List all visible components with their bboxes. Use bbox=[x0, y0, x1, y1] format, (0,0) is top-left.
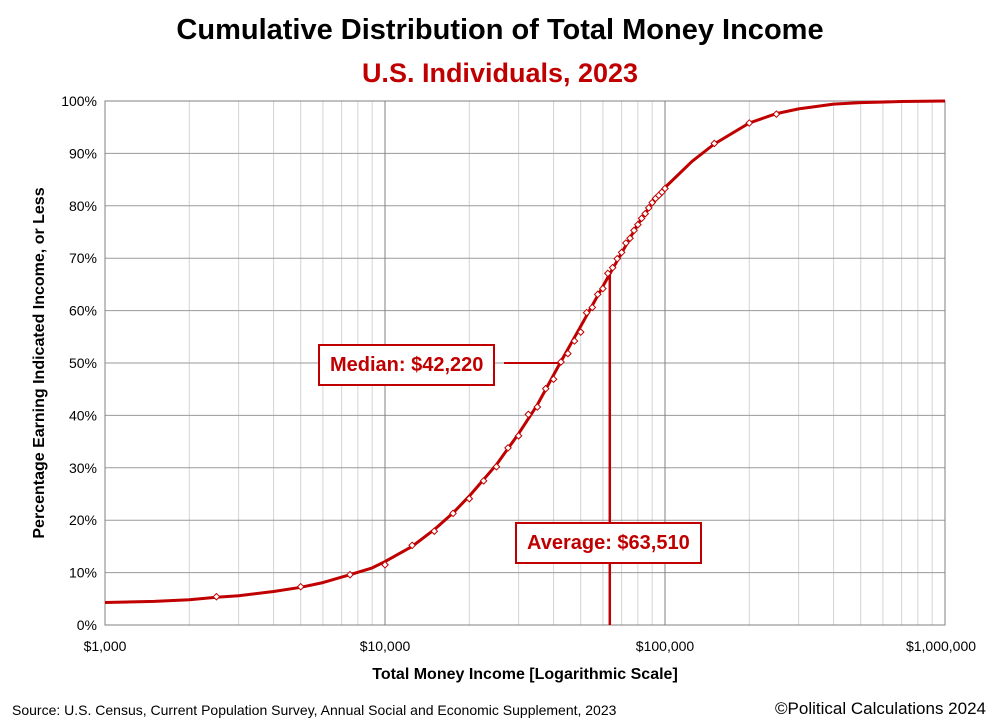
data-point bbox=[514, 431, 523, 440]
data-point bbox=[533, 403, 542, 411]
data-point bbox=[626, 234, 634, 243]
data-point bbox=[745, 119, 754, 127]
data-point bbox=[479, 476, 488, 485]
data-point bbox=[541, 384, 550, 393]
data-point bbox=[661, 184, 669, 193]
data-point bbox=[641, 209, 650, 218]
y-tick-label: 0% bbox=[77, 617, 97, 633]
data-point bbox=[557, 358, 565, 366]
chart-subtitle: U.S. Individuals, 2023 bbox=[361, 58, 639, 88]
y-tick-label: 100% bbox=[61, 93, 97, 109]
y-tick-label: 40% bbox=[69, 407, 97, 423]
data-point bbox=[582, 308, 591, 317]
data-point bbox=[570, 337, 579, 345]
average-callout: Average: $63,510 bbox=[515, 522, 702, 564]
chart-title: Cumulative Distribution of Total Money I… bbox=[176, 14, 824, 46]
data-point bbox=[621, 239, 630, 247]
data-point bbox=[588, 303, 597, 312]
x-tick-label: $100,000 bbox=[636, 638, 695, 654]
y-tick-label: 80% bbox=[69, 198, 97, 214]
data-point bbox=[598, 284, 607, 293]
y-tick-label: 70% bbox=[69, 250, 97, 266]
y-tick-label: 20% bbox=[69, 512, 97, 528]
y-tick-label: 10% bbox=[69, 565, 97, 581]
data-point bbox=[710, 139, 719, 148]
copyright-note: ©Political Calculations 2024 bbox=[775, 699, 986, 718]
data-point bbox=[381, 560, 389, 569]
data-point bbox=[504, 443, 512, 452]
data-point bbox=[630, 226, 638, 235]
data-point bbox=[449, 509, 457, 518]
data-point bbox=[613, 254, 622, 263]
x-tick-label: $10,000 bbox=[360, 638, 411, 654]
plot-border bbox=[104, 100, 946, 626]
data-point bbox=[465, 494, 474, 503]
data-point bbox=[593, 290, 602, 299]
data-point bbox=[212, 592, 221, 601]
data-point bbox=[408, 541, 417, 550]
x-tick-label: $1,000 bbox=[84, 638, 127, 654]
data-point bbox=[603, 269, 612, 278]
y-axis-label: Percentage Earning Indicated Income, or … bbox=[31, 187, 48, 539]
data-point bbox=[346, 570, 354, 579]
x-tick-label: $1,000,000 bbox=[906, 638, 976, 654]
median-callout: Median: $42,220 bbox=[318, 344, 496, 386]
data-point bbox=[648, 198, 657, 207]
data-point bbox=[576, 328, 585, 336]
data-point bbox=[608, 263, 617, 272]
y-tick-label: 60% bbox=[69, 303, 97, 319]
data-point bbox=[563, 349, 572, 358]
data-point bbox=[633, 220, 642, 229]
data-point bbox=[617, 248, 626, 257]
data-point bbox=[772, 110, 781, 119]
data-point bbox=[524, 410, 533, 419]
y-tick-label: 30% bbox=[69, 460, 97, 476]
source-note: Source: U.S. Census, Current Population … bbox=[12, 702, 617, 718]
data-point bbox=[492, 462, 501, 471]
y-tick-label: 50% bbox=[69, 355, 97, 371]
data-point bbox=[549, 375, 558, 384]
y-tick-label: 90% bbox=[69, 145, 97, 161]
data-point bbox=[644, 203, 653, 212]
data-point bbox=[430, 527, 439, 536]
data-point bbox=[296, 582, 305, 591]
data-point bbox=[637, 214, 646, 223]
x-axis-label: Total Money Income [Logarithmic Scale] bbox=[372, 666, 678, 683]
